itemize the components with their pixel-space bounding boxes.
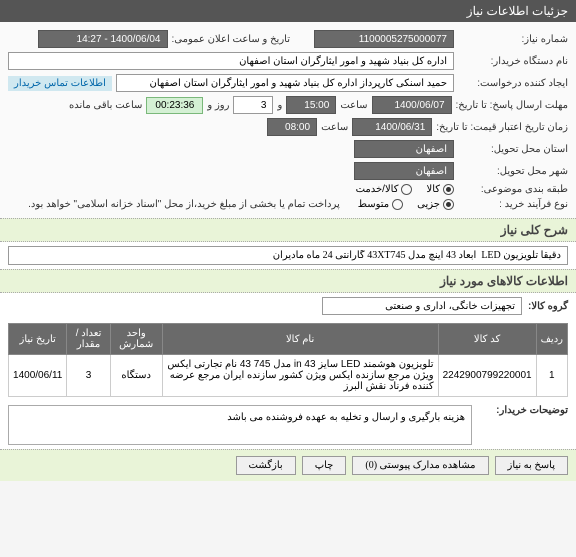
classification-label: طبقه بندی موضوعی: [458, 184, 568, 195]
description-box: هزینه بارگیری و ارسال و تخلیه به عهده فر… [8, 405, 472, 445]
contact-link[interactable]: اطلاعات تماس خریدار [8, 76, 112, 91]
creator-label: ایجاد کننده درخواست: [458, 78, 568, 89]
radio-dot-icon [443, 184, 454, 195]
radio-minor-label: جزیی [417, 199, 440, 210]
goods-table: ردیف کد کالا نام کالا واحد شمارش تعداد /… [8, 323, 568, 397]
price-validity-date: 1400/06/31 [352, 118, 432, 136]
row-deadline: مهلت ارسال پاسخ: تا تاریخ: 1400/06/07 سا… [8, 94, 568, 116]
need-number-value: 1100005275000077 [314, 30, 454, 48]
back-button[interactable]: بازگشت [236, 456, 296, 475]
th-qty: تعداد / مقدار [67, 324, 110, 355]
print-button[interactable]: چاپ [302, 456, 347, 475]
footer-bar: پاسخ به نیاز مشاهده مدارک پیوستی (0) چاپ… [0, 449, 576, 481]
price-validity-label: زمان تاریخ اعتبار قیمت: تا تاریخ: [436, 122, 568, 133]
and-label: و [277, 100, 282, 111]
group-value: تجهیزات خانگی، اداری و صنعتی [322, 297, 522, 315]
radio-kala-service-label: کالا/خدمت [356, 184, 399, 195]
radio-medium[interactable]: متوسط [358, 199, 403, 210]
deadline-time: 15:00 [286, 96, 336, 114]
general-title-input[interactable] [8, 246, 568, 265]
deadline-date: 1400/06/07 [372, 96, 452, 114]
section-goods-info: اطلاعات کالاهای مورد نیاز [0, 269, 576, 293]
purchase-type-label: نوع فرآیند خرید : [458, 199, 568, 210]
td-date: 1400/06/11 [9, 355, 67, 397]
remaining-label: ساعت باقی مانده [69, 100, 142, 111]
table-row: 1 2242900799220001 تلویزیون هوشمند LED س… [9, 355, 568, 397]
header-bar: جزئیات اطلاعات نیاز [0, 0, 576, 22]
exec-city-label: استان محل تحویل: [458, 144, 568, 155]
row-exec-city: استان محل تحویل: اصفهان [8, 138, 568, 160]
buyer-label: نام دستگاه خریدار: [458, 56, 568, 67]
days-label: روز و [207, 100, 229, 111]
row-need-number: شماره نیاز: 1100005275000077 تاریخ و ساع… [8, 28, 568, 50]
group-label: گروه کالا: [528, 301, 568, 312]
radio-medium-label: متوسط [358, 199, 389, 210]
radio-dot-icon [443, 199, 454, 210]
header-title: جزئیات اطلاعات نیاز [467, 4, 568, 18]
th-name: نام کالا [162, 324, 438, 355]
row-price-validity: زمان تاریخ اعتبار قیمت: تا تاریخ: 1400/0… [8, 116, 568, 138]
td-name: تلویزیون هوشمند LED سایز in 43 مدل 745 4… [162, 355, 438, 397]
td-unit: دستگاه [110, 355, 162, 397]
radio-dot-icon [392, 199, 403, 210]
buyer-value: اداره کل بنیاد شهید و امور ایثارگران است… [8, 52, 454, 70]
row-creator: ایجاد کننده درخواست: حمید اسنکی کارپرداز… [8, 72, 568, 94]
radio-kala[interactable]: کالا [426, 184, 454, 195]
time-label-2: ساعت [321, 122, 348, 133]
td-qty: 3 [67, 355, 110, 397]
main-container: جزئیات اطلاعات نیاز شماره نیاز: 11000052… [0, 0, 576, 481]
th-unit: واحد شمارش [110, 324, 162, 355]
td-code: 2242900799220001 [438, 355, 536, 397]
row-purchase-type: نوع فرآیند خرید : جزیی متوسط پرداخت تمام… [8, 197, 568, 212]
need-number-label: شماره نیاز: [458, 34, 568, 45]
row-delivery-city: شهر محل تحویل: اصفهان [8, 160, 568, 182]
remaining-time: 00:23:36 [146, 97, 203, 114]
description-area: توضیحات خریدار: هزینه بارگیری و ارسال و … [0, 401, 576, 449]
creator-value: حمید اسنکی کارپرداز اداره کل بنیاد شهید … [116, 74, 454, 92]
title-input-row [0, 242, 576, 269]
respond-button[interactable]: پاسخ به نیاز [495, 456, 569, 475]
radio-kala-service[interactable]: کالا/خدمت [356, 184, 413, 195]
form-area: شماره نیاز: 1100005275000077 تاریخ و ساع… [0, 22, 576, 218]
row-buyer: نام دستگاه خریدار: اداره کل بنیاد شهید و… [8, 50, 568, 72]
th-date: تاریخ نیاز [9, 324, 67, 355]
days-value: 3 [233, 96, 273, 114]
delivery-city-label: شهر محل تحویل: [458, 166, 568, 177]
purchase-radios: جزیی متوسط [358, 199, 454, 210]
purchase-note: پرداخت تمام یا بخشی از مبلغ خرید،از محل … [28, 199, 340, 210]
th-code: کد کالا [438, 324, 536, 355]
announce-value: 1400/06/04 - 14:27 [38, 30, 168, 48]
exec-city-value: اصفهان [354, 140, 454, 158]
th-rownum: ردیف [536, 324, 567, 355]
delivery-city-value: اصفهان [354, 162, 454, 180]
time-label-1: ساعت [340, 100, 367, 111]
description-label: توضیحات خریدار: [478, 405, 568, 416]
classification-radios: کالا کالا/خدمت [356, 184, 454, 195]
section-general-title: شرح کلی نیاز [0, 218, 576, 242]
row-classification: طبقه بندی موضوعی: کالا کالا/خدمت [8, 182, 568, 197]
attachments-button[interactable]: مشاهده مدارک پیوستی (0) [352, 456, 488, 475]
radio-minor[interactable]: جزیی [417, 199, 454, 210]
td-rownum: 1 [536, 355, 567, 397]
price-validity-time: 08:00 [267, 118, 317, 136]
radio-kala-label: کالا [426, 184, 440, 195]
radio-dot-icon [401, 184, 412, 195]
group-row: گروه کالا: تجهیزات خانگی، اداری و صنعتی [0, 293, 576, 319]
deadline-label: مهلت ارسال پاسخ: تا تاریخ: [456, 100, 568, 111]
announce-label: تاریخ و ساعت اعلان عمومی: [172, 34, 291, 45]
table-header-row: ردیف کد کالا نام کالا واحد شمارش تعداد /… [9, 324, 568, 355]
